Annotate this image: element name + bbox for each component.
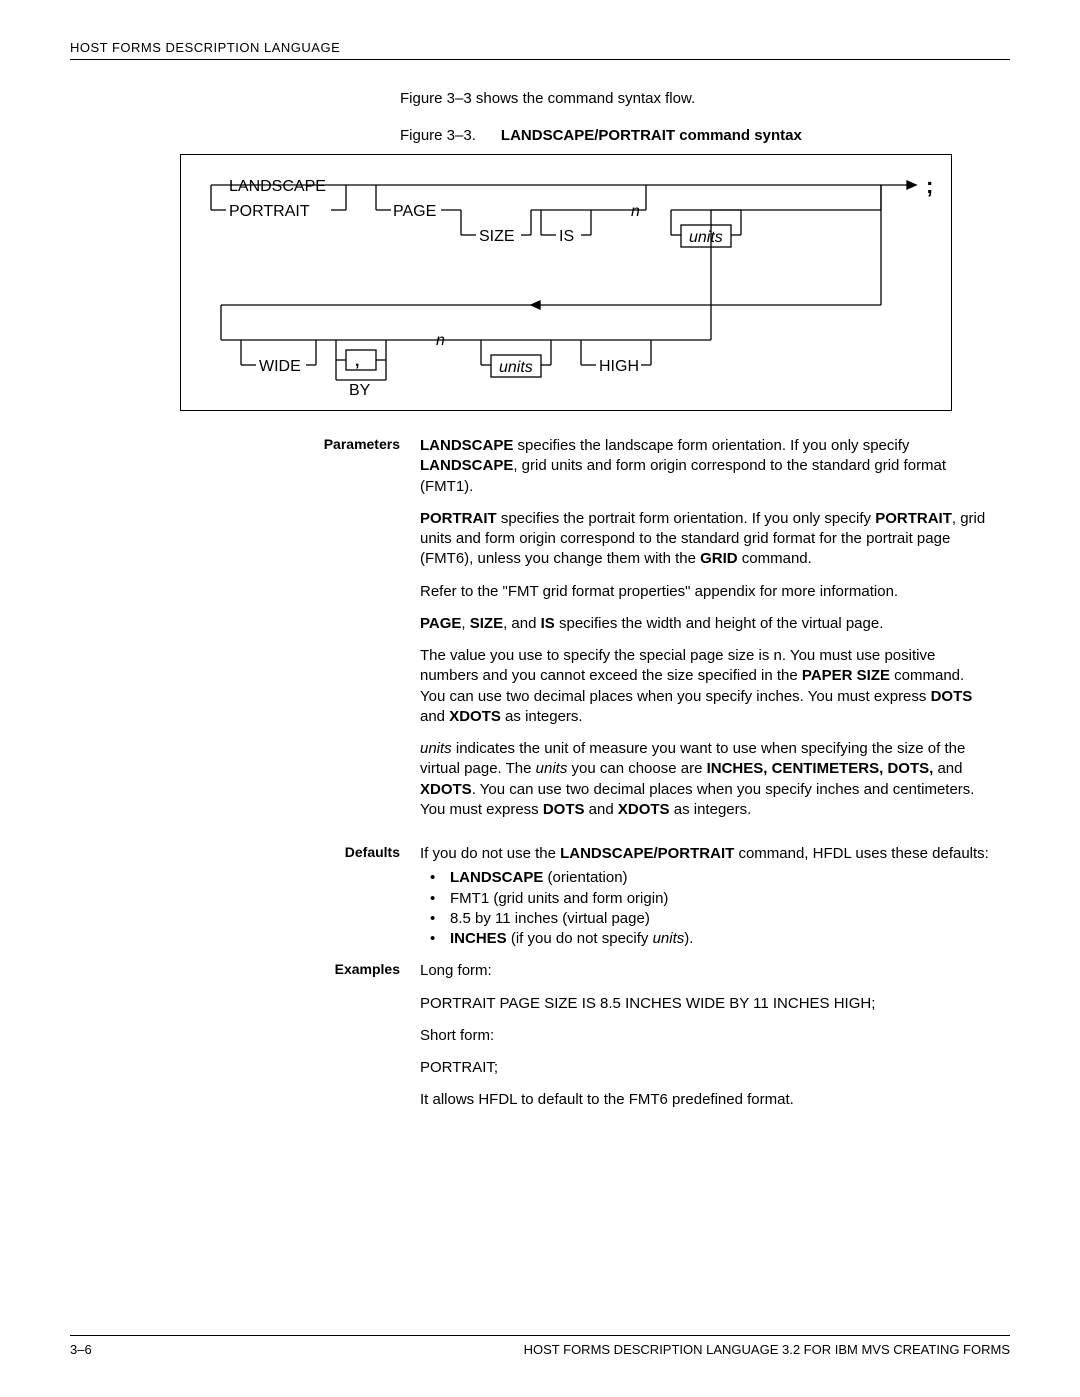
figure-title: LANDSCAPE/PORTRAIT command syntax (501, 127, 802, 144)
examples-l4: PORTRAIT; (420, 1058, 990, 1078)
footer-left: 3–6 (70, 1342, 92, 1357)
param-p5: The value you use to specify the special… (420, 646, 990, 727)
examples-l1: Long form: (420, 961, 990, 981)
svg-text:IS: IS (559, 228, 574, 245)
parameters-body: LANDSCAPE specifies the landscape form o… (420, 436, 1010, 832)
sections: Parameters LANDSCAPE specifies the lands… (280, 436, 1010, 1123)
param-p1: LANDSCAPE specifies the landscape form o… (420, 436, 990, 497)
svg-text:HIGH: HIGH (599, 358, 639, 375)
svg-text:n: n (436, 332, 445, 349)
param-p6: units indicates the unit of measure you … (420, 739, 990, 820)
svg-text:;: ; (926, 173, 933, 198)
svg-text:SIZE: SIZE (479, 228, 515, 245)
examples-l5: It allows HFDL to default to the FMT6 pr… (420, 1090, 990, 1110)
svg-text:BY: BY (349, 382, 371, 399)
examples-l2: PORTRAIT PAGE SIZE IS 8.5 INCHES WIDE BY… (420, 994, 990, 1014)
defaults-item: 8.5 by 11 inches (virtual page) (450, 909, 990, 929)
param-p4: PAGE, SIZE, and IS specifies the width a… (420, 614, 990, 634)
parameters-label: Parameters (280, 436, 420, 832)
page: HOST FORMS DESCRIPTION LANGUAGE Figure 3… (0, 0, 1080, 1397)
figure-prefix: Figure 3–3. (400, 127, 476, 144)
parameters-section: Parameters LANDSCAPE specifies the lands… (280, 436, 1010, 832)
svg-text:n: n (631, 203, 640, 220)
svg-text:units: units (499, 359, 533, 376)
svg-text:LANDSCAPE: LANDSCAPE (229, 178, 326, 195)
defaults-item: INCHES (if you do not specify units). (450, 929, 990, 949)
examples-body: Long form: PORTRAIT PAGE SIZE IS 8.5 INC… (420, 961, 1010, 1122)
page-header: HOST FORMS DESCRIPTION LANGUAGE (70, 40, 1010, 60)
intro-text: Figure 3–3 shows the command syntax flow… (400, 90, 1010, 107)
page-footer: 3–6 HOST FORMS DESCRIPTION LANGUAGE 3.2 … (70, 1335, 1010, 1357)
svg-text:units: units (689, 229, 723, 246)
figure-caption: Figure 3–3. LANDSCAPE/PORTRAIT command s… (400, 127, 1010, 144)
defaults-label: Defaults (280, 844, 420, 949)
defaults-list: LANDSCAPE (orientation) FMT1 (grid units… (420, 868, 990, 949)
svg-text:PORTRAIT: PORTRAIT (229, 203, 310, 220)
svg-text:,: , (355, 353, 359, 370)
defaults-intro: If you do not use the LANDSCAPE/PORTRAIT… (420, 844, 990, 864)
defaults-section: Defaults If you do not use the LANDSCAPE… (280, 844, 1010, 949)
param-p2: PORTRAIT specifies the portrait form ori… (420, 509, 990, 570)
footer-right: HOST FORMS DESCRIPTION LANGUAGE 3.2 FOR … (524, 1342, 1010, 1357)
svg-text:WIDE: WIDE (259, 358, 301, 375)
defaults-item: FMT1 (grid units and form origin) (450, 889, 990, 909)
examples-label: Examples (280, 961, 420, 1122)
svg-text:PAGE: PAGE (393, 203, 436, 220)
examples-section: Examples Long form: PORTRAIT PAGE SIZE I… (280, 961, 1010, 1122)
examples-l3: Short form: (420, 1026, 990, 1046)
defaults-body: If you do not use the LANDSCAPE/PORTRAIT… (420, 844, 1010, 949)
defaults-item: LANDSCAPE (orientation) (450, 868, 990, 888)
syntax-diagram: LANDSCAPE PORTRAIT PAGE SIZE IS n units … (180, 154, 952, 411)
param-p3: Refer to the "FMT grid format properties… (420, 582, 990, 602)
diagram-svg: LANDSCAPE PORTRAIT PAGE SIZE IS n units … (181, 155, 951, 410)
